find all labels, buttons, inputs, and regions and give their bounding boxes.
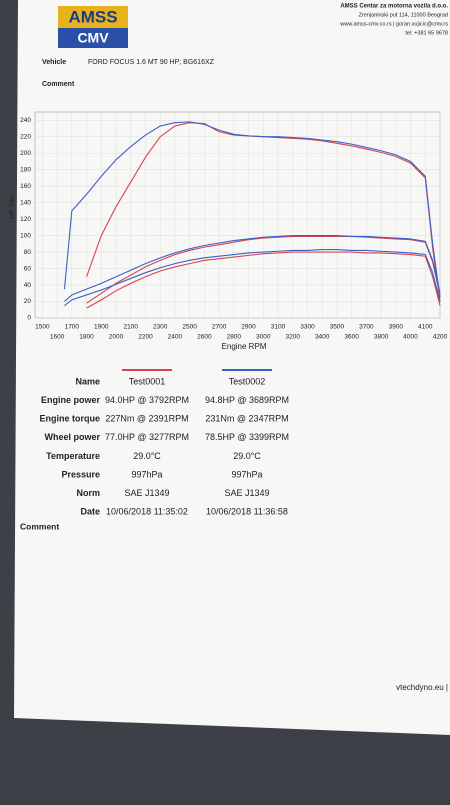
row-label: Wheel power xyxy=(44,432,100,442)
cell: 78.5HP @ 3399RPM xyxy=(205,432,289,442)
y-tick-label: 20 xyxy=(24,298,32,305)
cell: 227Nm @ 2391RPM xyxy=(105,414,188,424)
x-tick-label: 2000 xyxy=(109,334,124,341)
cell: 77.0HP @ 3277RPM xyxy=(105,432,189,442)
row-label: Pressure xyxy=(61,469,100,479)
cell: 94.8HP @ 3689RPM xyxy=(205,395,289,405)
row-label: Name xyxy=(75,376,100,386)
address: Zrenjaninski put 114, 11000 Beograd xyxy=(359,12,448,18)
x-tick-label: 4100 xyxy=(418,324,433,331)
x-tick-label: 2500 xyxy=(182,324,197,331)
y-tick-label: 80 xyxy=(24,249,32,256)
y-tick-label: 220 xyxy=(20,133,31,140)
web: www.amss-cmv.co.rs | goran.vujicic@cmv.r… xyxy=(339,21,448,27)
x-tick-label: 3300 xyxy=(300,324,315,331)
row-label: Engine torque xyxy=(40,414,101,424)
x-tick-label: 1900 xyxy=(94,324,109,331)
y-axis-label: HP, Nm xyxy=(9,195,16,219)
comment-label: Comment xyxy=(42,81,75,88)
cell: SAE J1349 xyxy=(124,488,169,498)
y-tick-label: 160 xyxy=(20,183,31,190)
paper xyxy=(14,0,450,735)
y-tick-label: 120 xyxy=(20,216,31,223)
data-line xyxy=(86,251,441,309)
logo-text: AMSS xyxy=(68,7,117,26)
y-tick-label: 0 xyxy=(27,315,31,322)
vehicle-value: FORD FOCUS 1.6 MT 90 HP; BG616XZ xyxy=(88,59,215,66)
cell: SAE J1349 xyxy=(224,488,269,498)
cell: 231Nm @ 2347RPM xyxy=(205,414,288,424)
y-tick-label: 100 xyxy=(20,232,31,239)
cell: 29.0°C xyxy=(133,451,161,461)
row-label: Norm xyxy=(76,488,100,498)
x-tick-label: 3400 xyxy=(315,334,330,341)
data-line xyxy=(86,235,441,304)
x-tick-label: 3700 xyxy=(359,324,374,331)
x-tick-label: 2900 xyxy=(241,324,256,331)
x-tick-label: 2300 xyxy=(153,324,168,331)
row-label: Date xyxy=(80,507,100,517)
y-tick-label: 240 xyxy=(20,117,31,124)
x-tick-label: 3000 xyxy=(256,334,271,341)
footer: vtechdyno.eu | xyxy=(396,683,448,692)
x-tick-label: 1700 xyxy=(65,324,80,331)
vehicle-label: Vehicle xyxy=(42,59,66,66)
cell: 94.0HP @ 3792RPM xyxy=(105,395,189,405)
x-tick-label: 3500 xyxy=(330,324,345,331)
x-tick-label: 2400 xyxy=(168,334,183,341)
x-tick-label: 1800 xyxy=(79,334,94,341)
cell: 29.0°C xyxy=(233,451,261,461)
row-label: Temperature xyxy=(46,451,100,461)
x-tick-label: 4000 xyxy=(403,334,418,341)
cell: Test0001 xyxy=(129,376,166,386)
x-tick-label: 2100 xyxy=(123,324,138,331)
x-tick-label: 3100 xyxy=(271,324,286,331)
x-tick-label: 4200 xyxy=(433,334,448,341)
x-tick-label: 1500 xyxy=(35,324,50,331)
x-tick-label: 2200 xyxy=(138,334,153,341)
phone: tel: +381 65 9678 xyxy=(405,30,448,36)
x-tick-label: 3600 xyxy=(344,334,359,341)
cell: Test0002 xyxy=(229,376,266,386)
x-tick-label: 3800 xyxy=(374,334,389,341)
x-tick-label: 2800 xyxy=(227,334,242,341)
y-tick-label: 60 xyxy=(24,265,32,272)
comment-label: Comment xyxy=(20,521,59,531)
y-tick-label: 200 xyxy=(20,150,31,157)
x-tick-label: 2600 xyxy=(197,334,212,341)
logo-text: CMV xyxy=(77,30,109,46)
x-axis-label: Engine RPM xyxy=(222,342,267,351)
x-tick-label: 3200 xyxy=(285,334,300,341)
data-line xyxy=(64,249,441,307)
x-tick-label: 3900 xyxy=(389,324,404,331)
x-tick-label: 1600 xyxy=(50,334,65,341)
cell: 10/06/2018 11:36:58 xyxy=(206,507,288,517)
y-tick-label: 140 xyxy=(20,199,31,206)
row-label: Engine power xyxy=(41,395,101,405)
cell: 997hPa xyxy=(131,469,162,479)
data-line xyxy=(63,121,441,298)
y-tick-label: 180 xyxy=(20,166,31,173)
cell: 10/06/2018 11:35:02 xyxy=(106,507,188,517)
y-tick-label: 40 xyxy=(24,282,32,289)
logo-box-bottom xyxy=(58,28,128,48)
company: AMSS Centar za motorna vozila d.o.o. xyxy=(340,4,448,10)
logo-box xyxy=(58,6,128,28)
cell: 997hPa xyxy=(231,469,262,479)
x-tick-label: 2700 xyxy=(212,324,227,331)
data-line xyxy=(64,235,441,302)
